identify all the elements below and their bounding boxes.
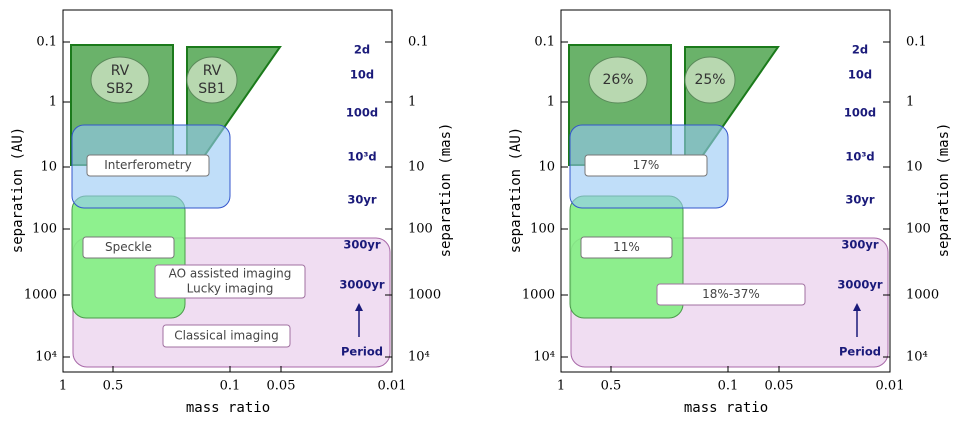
period-label: 10d <box>848 68 872 82</box>
y-tick-label: 10 <box>538 160 555 175</box>
y2-axis-label: separation (mas) <box>438 123 454 258</box>
label-box <box>86 154 210 177</box>
x-tick-label: 0.01 <box>378 379 407 394</box>
x-axis-label: mass ratio <box>186 400 270 416</box>
y-tick-label: 0.1 <box>534 35 555 50</box>
period-label: 10d <box>350 68 374 82</box>
plot-frame <box>62 9 393 373</box>
sb2-ellipse <box>588 56 648 104</box>
sb1-ellipse <box>684 56 736 104</box>
y2-tick-label: 10 <box>408 160 425 175</box>
period-label: 100d <box>346 106 378 120</box>
y2-tick-label: 10 <box>906 160 923 175</box>
region-label: Classical imaging <box>174 329 279 343</box>
y-axis-label: separation (AU) <box>508 127 524 253</box>
y-tick-label: 100 <box>32 222 57 237</box>
x-tick-label: 0.1 <box>220 379 241 394</box>
period-label: 300yr <box>343 238 381 252</box>
y2-tick-label: 100 <box>408 222 433 237</box>
y-tick-label: 100 <box>530 222 555 237</box>
region-label: RV <box>203 63 222 79</box>
label-box <box>656 283 806 306</box>
period-label: 2d <box>354 43 370 57</box>
x-tick-label: 0.05 <box>267 379 296 394</box>
y-tick-label: 1000 <box>24 288 57 303</box>
y-tick-label: 10⁴ <box>533 350 555 365</box>
region-label: 11% <box>613 240 640 254</box>
plot-frame <box>560 9 891 373</box>
region-label: 17% <box>633 158 660 172</box>
panel: 26% 25% 17% 11% 18%-37% 0.1 0.1 1 1 10 10 100 100 100… <box>508 9 952 416</box>
region-label: AO assisted imaging <box>169 267 292 281</box>
arrow-head <box>853 303 861 311</box>
period-label: 30yr <box>347 193 376 207</box>
period-label: 10³d <box>845 150 874 164</box>
x-axis-label: mass ratio <box>684 400 768 416</box>
y2-tick-label: 0.1 <box>906 35 927 50</box>
x-tick-label: 1 <box>557 379 565 394</box>
region-label: RV <box>111 63 130 79</box>
period-label: 10³d <box>347 150 376 164</box>
x-tick-label: 0.05 <box>765 379 794 394</box>
y2-tick-label: 1 <box>906 95 914 110</box>
region-label: Speckle <box>105 240 152 254</box>
period-label: 2d <box>852 43 868 57</box>
y-tick-label: 1000 <box>522 288 555 303</box>
y2-tick-label: 0.1 <box>408 35 429 50</box>
x-tick-label: 0.01 <box>876 379 905 394</box>
region-label: Lucky imaging <box>187 282 274 296</box>
y2-axis-label: separation (mas) <box>936 123 952 258</box>
y-tick-label: 0.1 <box>36 35 57 50</box>
period-label: 3000yr <box>837 278 883 292</box>
sb1-ellipse <box>186 56 238 104</box>
y-tick-label: 10 <box>40 160 57 175</box>
y-tick-label: 1 <box>49 95 57 110</box>
label-box <box>82 236 175 259</box>
label-box <box>580 236 673 259</box>
arrow-head <box>355 303 363 311</box>
label-box <box>162 324 291 348</box>
x-tick-label: 0.5 <box>103 379 124 394</box>
label-box <box>584 154 708 177</box>
x-tick-label: 0.1 <box>718 379 739 394</box>
sb2-ellipse <box>90 56 150 104</box>
region-label: 18%-37% <box>702 287 760 301</box>
period-label: Period <box>839 345 881 359</box>
y2-tick-label: 10⁴ <box>408 350 430 365</box>
region-label: SB2 <box>106 81 133 97</box>
y2-tick-label: 1000 <box>408 288 441 303</box>
y2-tick-label: 10⁴ <box>906 350 928 365</box>
y-tick-label: 1 <box>547 95 555 110</box>
period-label: 3000yr <box>339 278 385 292</box>
period-label: 30yr <box>845 193 874 207</box>
panel: RV SB2 RV SB1 Interferometry Speckle AO assist… <box>10 9 454 416</box>
period-label: 300yr <box>841 238 879 252</box>
y-axis-label: separation (AU) <box>10 127 26 253</box>
x-tick-label: 1 <box>59 379 67 394</box>
region-label: SB1 <box>198 81 225 97</box>
period-label: 100d <box>844 106 876 120</box>
region-label: Interferometry <box>104 158 192 172</box>
y2-tick-label: 1 <box>408 95 416 110</box>
region-label: 25% <box>694 72 725 88</box>
x-tick-label: 0.5 <box>601 379 622 394</box>
period-label: Period <box>341 345 383 359</box>
y2-tick-label: 100 <box>906 222 931 237</box>
region-label: 26% <box>602 72 633 88</box>
y2-tick-label: 1000 <box>906 288 939 303</box>
label-box <box>154 264 306 299</box>
y-tick-label: 10⁴ <box>35 350 57 365</box>
